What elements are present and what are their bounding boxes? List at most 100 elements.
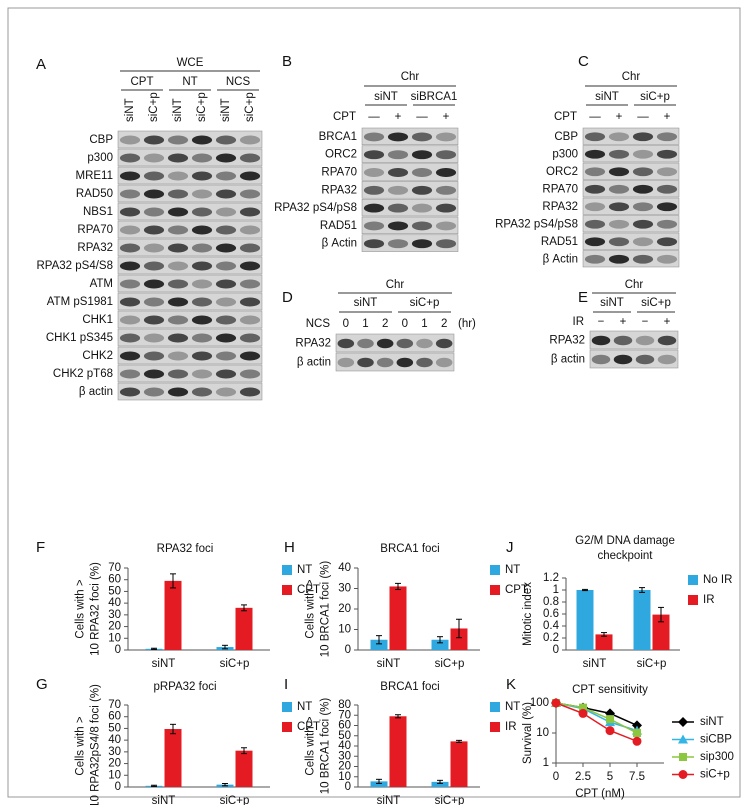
- blot-strip: [361, 181, 459, 199]
- panel-label: C: [578, 53, 589, 70]
- row-label: CHK2 pT68: [53, 368, 113, 380]
- blot-band: [215, 153, 237, 163]
- blot-strip: [361, 145, 459, 163]
- blot-band: [191, 279, 213, 289]
- y-axis-label: Cells with >: [305, 579, 317, 638]
- blot-band: [337, 338, 355, 349]
- group-label: siNT: [354, 297, 378, 309]
- marker: [679, 753, 687, 761]
- y-tick-label: 1.2: [543, 572, 559, 584]
- chart-title: checkpoint: [598, 550, 654, 562]
- row-label: ATM pS1981: [47, 296, 113, 308]
- y-tick-label: 10: [338, 771, 351, 783]
- panel-label: I: [284, 676, 288, 693]
- row-label: β Actin: [543, 253, 578, 265]
- blot-band: [632, 167, 654, 177]
- y-axis-label: 10 BRCA1 foci (%): [320, 561, 332, 658]
- x-tick-label: siNT: [152, 795, 176, 805]
- blot-band: [632, 184, 654, 194]
- blot-strip: [589, 349, 679, 369]
- blot-band: [239, 297, 261, 307]
- blot-band: [608, 149, 630, 159]
- error-bar: [395, 582, 401, 591]
- treatment-mark: —: [368, 111, 380, 123]
- blot-band: [435, 185, 457, 195]
- treatment-mark: 1: [421, 318, 427, 330]
- row-label: RPA32 pS4/pS8: [274, 202, 357, 214]
- blot-band: [119, 279, 141, 289]
- blot-band: [191, 153, 213, 163]
- row-label: RAD50: [76, 188, 113, 200]
- error-bar: [395, 714, 401, 719]
- bar: [370, 639, 388, 650]
- legend-label: CPT: [297, 584, 320, 596]
- row-label: RPA32: [295, 338, 331, 350]
- blot-band: [215, 333, 237, 343]
- blot-band: [584, 149, 606, 159]
- blot-band: [387, 132, 409, 142]
- blot-band: [396, 338, 414, 349]
- blot-band: [435, 168, 457, 177]
- y-tick-label: 0: [345, 644, 351, 656]
- panel-label: F: [36, 539, 45, 556]
- legend-label: NT: [297, 564, 312, 576]
- blot-band: [584, 202, 606, 212]
- blot-band: [584, 254, 606, 264]
- blot-header: Chr: [386, 279, 405, 291]
- figure-border: [7, 7, 741, 798]
- blot-band: [167, 369, 189, 379]
- legend-swatch: [688, 595, 698, 605]
- blot-band: [191, 135, 213, 145]
- x-tick-label: siNT: [583, 658, 607, 670]
- bar: [235, 750, 253, 787]
- treatment-mark: —: [589, 111, 601, 123]
- blot-band: [376, 357, 394, 368]
- blot-band: [435, 221, 457, 231]
- chart-title: CPT sensitivity: [572, 684, 648, 696]
- blot-band: [167, 297, 189, 307]
- blot-band: [584, 167, 606, 177]
- blot-band: [411, 185, 433, 195]
- y-tick-label: 0.4: [543, 620, 560, 632]
- blot-band: [435, 203, 457, 213]
- legend-swatch: [282, 722, 292, 732]
- group-label: siC+p: [640, 91, 670, 103]
- blot-band: [656, 202, 678, 212]
- row-label: ORC2: [546, 166, 578, 178]
- blot-band: [584, 184, 606, 194]
- row-label: ATM: [90, 278, 113, 290]
- blot-band: [191, 333, 213, 343]
- blot-band: [119, 207, 141, 217]
- series-line: [555, 702, 638, 742]
- row-label: CBP: [554, 131, 578, 143]
- chart-title: pRPA32 foci: [153, 681, 216, 693]
- blot-band: [143, 225, 165, 235]
- blot-band: [143, 387, 165, 397]
- blot-band: [632, 219, 654, 229]
- blot-band: [363, 150, 385, 160]
- blot-band: [416, 357, 433, 368]
- group-label: siNT: [600, 297, 624, 309]
- blot-band: [239, 387, 261, 397]
- blot-band: [632, 202, 654, 212]
- blot-band: [239, 153, 261, 163]
- blot-band: [143, 297, 165, 307]
- error-bar: [170, 723, 176, 735]
- blot-band: [657, 354, 677, 365]
- legend-swatch: [688, 575, 698, 585]
- y-tick-label: 70: [108, 562, 121, 574]
- blot-band: [591, 354, 611, 365]
- legend-swatch: [282, 585, 292, 595]
- blot-strip: [582, 250, 680, 268]
- blot-strip: [582, 215, 680, 233]
- row-label: RPA32: [321, 184, 357, 196]
- blot-band: [632, 149, 654, 159]
- error-bar: [601, 632, 607, 637]
- blot-band: [191, 387, 213, 397]
- blot-band: [143, 315, 165, 325]
- blot-band: [215, 243, 237, 253]
- y-tick-label: 1: [553, 584, 559, 596]
- blot-band: [167, 243, 189, 253]
- marker: [678, 717, 688, 727]
- bar: [235, 607, 253, 650]
